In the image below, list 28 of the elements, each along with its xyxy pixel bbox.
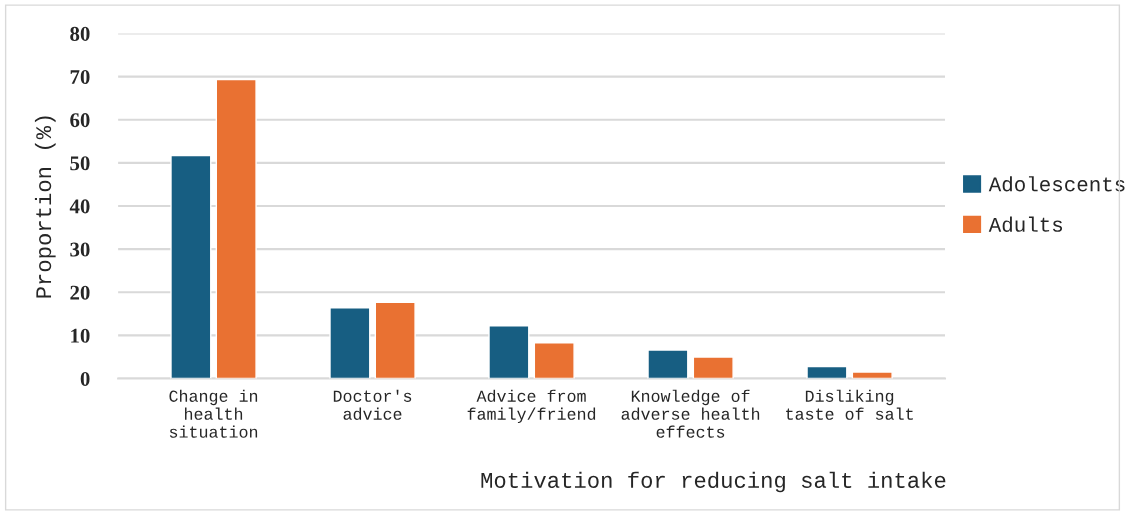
bar: [329, 307, 371, 379]
y-tick-label: 50: [70, 156, 90, 171]
y-tick-label: 60: [70, 113, 90, 128]
bar: [806, 365, 848, 379]
bar: [647, 349, 689, 379]
y-tick-label: 30: [70, 242, 90, 257]
y-tick-label: 0: [80, 371, 90, 386]
bar: [215, 78, 257, 379]
y-tick-label: 70: [70, 69, 90, 85]
y-tick-label: 80: [70, 26, 90, 41]
legend-label: Adults: [988, 216, 1063, 232]
y-tick-label: 10: [71, 328, 90, 343]
bar: [533, 342, 575, 379]
x-tick-label: Disliking taste of salt: [786, 389, 913, 420]
legend-label: Adolescents: [988, 176, 1125, 192]
y-tick-label: 40: [69, 199, 90, 214]
x-tick-label: Change in health situation: [169, 389, 258, 438]
bar: [692, 356, 734, 379]
y-axis-title: Proportion (%): [34, 116, 56, 298]
y-tick-label: 20: [70, 285, 90, 300]
x-tick-label: Advice from family/friend: [467, 389, 596, 424]
bar: [488, 325, 530, 379]
bar: [374, 301, 416, 379]
bar: [851, 371, 893, 379]
bar: [170, 154, 212, 379]
x-axis-title: Motivation for reducing salt intake: [481, 471, 946, 493]
x-tick-label: Knowledge of adverse health effects: [621, 389, 760, 438]
x-tick-label: Doctor's advice: [333, 389, 412, 420]
